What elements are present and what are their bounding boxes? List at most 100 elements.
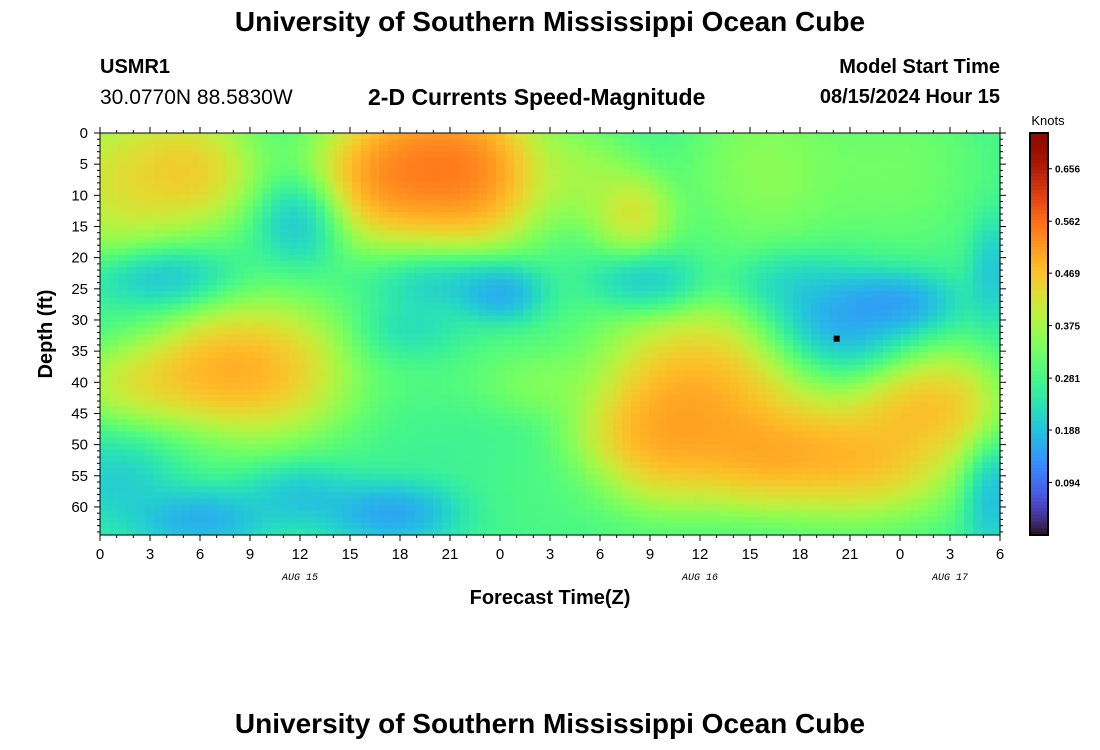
heatmap-cell (154, 407, 164, 414)
heatmap-cell (325, 212, 335, 219)
heatmap-cell (739, 254, 749, 262)
heatmap-cell (199, 370, 209, 378)
heatmap-cell (793, 200, 803, 207)
heatmap-cell (136, 401, 146, 408)
heatmap-cell (325, 382, 335, 390)
heatmap-cell (298, 139, 308, 146)
heatmap-cell (289, 260, 299, 268)
heatmap-cell (415, 273, 425, 280)
heatmap-cell (199, 145, 209, 152)
heatmap-cell (397, 297, 407, 305)
heatmap-cell (154, 151, 164, 158)
heatmap-cell (757, 309, 767, 317)
heatmap-cell (118, 419, 128, 426)
heatmap-cell (559, 218, 569, 225)
heatmap-cell (523, 254, 533, 262)
heatmap-cell (244, 187, 254, 195)
heatmap-cell (379, 394, 389, 402)
heatmap-cell (973, 370, 983, 378)
heatmap-cell (784, 206, 794, 213)
heatmap-cell (811, 321, 821, 329)
heatmap-cell (361, 260, 371, 268)
heatmap-cell (208, 431, 218, 439)
heatmap-cell (865, 187, 875, 195)
heatmap-cell (910, 273, 920, 280)
heatmap-cell (838, 413, 848, 420)
heatmap-cell (388, 346, 398, 353)
heatmap-cell (100, 376, 110, 384)
heatmap-cell (109, 133, 119, 140)
heatmap-cell (136, 407, 146, 414)
heatmap-cell (415, 139, 425, 146)
heatmap-cell (901, 321, 911, 329)
heatmap-cell (253, 315, 263, 323)
heatmap-cell (640, 193, 650, 201)
heatmap-cell (271, 236, 281, 244)
heatmap-cell (118, 151, 128, 158)
heatmap-cell (640, 334, 650, 341)
heatmap-cell (118, 309, 128, 317)
heatmap-cell (604, 139, 614, 146)
heatmap-cell (928, 346, 938, 353)
heatmap-cell (622, 151, 632, 158)
heatmap-cell (208, 212, 218, 219)
heatmap-cell (244, 346, 254, 353)
heatmap-cell (694, 279, 704, 286)
heatmap-cell (856, 315, 866, 323)
heatmap-cell (739, 303, 749, 311)
heatmap-cell (505, 394, 515, 402)
heatmap-cell (253, 419, 263, 426)
heatmap-cell (379, 291, 389, 299)
heatmap-cell (739, 133, 749, 140)
heatmap-cell (244, 309, 254, 317)
heatmap-cell (442, 260, 452, 268)
heatmap-cell (595, 169, 605, 177)
heatmap-cell (982, 401, 992, 408)
heatmap-cell (649, 382, 659, 390)
heatmap-cell (649, 291, 659, 299)
heatmap-cell (667, 236, 677, 244)
heatmap-cell (388, 321, 398, 329)
heatmap-cell (379, 200, 389, 207)
heatmap-cell (235, 394, 245, 402)
heatmap-cell (820, 175, 830, 183)
heatmap-cell (739, 346, 749, 353)
heatmap-cell (559, 236, 569, 244)
heatmap-cell (802, 407, 812, 414)
heatmap-cell (262, 352, 272, 359)
heatmap-cell (793, 254, 803, 262)
heatmap-cell (397, 230, 407, 238)
heatmap-cell (289, 279, 299, 286)
heatmap-cell (847, 206, 857, 213)
heatmap-cell (928, 309, 938, 317)
heatmap-cell (262, 224, 272, 232)
heatmap-cell (235, 230, 245, 238)
heatmap-cell (820, 181, 830, 189)
heatmap-cell (217, 407, 227, 414)
heatmap-cell (352, 340, 362, 347)
heatmap-cell (451, 321, 461, 329)
heatmap-cell (109, 175, 119, 183)
heatmap-cell (127, 206, 137, 213)
heatmap-cell (712, 370, 722, 378)
heatmap-cell (550, 425, 560, 433)
heatmap-cell (730, 401, 740, 408)
heatmap-cell (892, 297, 902, 305)
heatmap-cell (730, 297, 740, 305)
heatmap-cell (955, 224, 965, 232)
heatmap-cell (541, 273, 551, 280)
heatmap-cell (730, 407, 740, 414)
heatmap-cell (649, 248, 659, 256)
heatmap-cell (622, 175, 632, 183)
heatmap-cell (865, 267, 875, 274)
heatmap-cell (370, 303, 380, 311)
heatmap-cell (109, 260, 119, 268)
heatmap-cell (415, 267, 425, 274)
heatmap-cell (217, 157, 227, 165)
heatmap-cell (721, 133, 731, 140)
heatmap-cell (559, 364, 569, 372)
heatmap-cell (739, 285, 749, 292)
heatmap-cell (559, 413, 569, 420)
heatmap-cell (982, 163, 992, 171)
heatmap-cell (217, 175, 227, 183)
